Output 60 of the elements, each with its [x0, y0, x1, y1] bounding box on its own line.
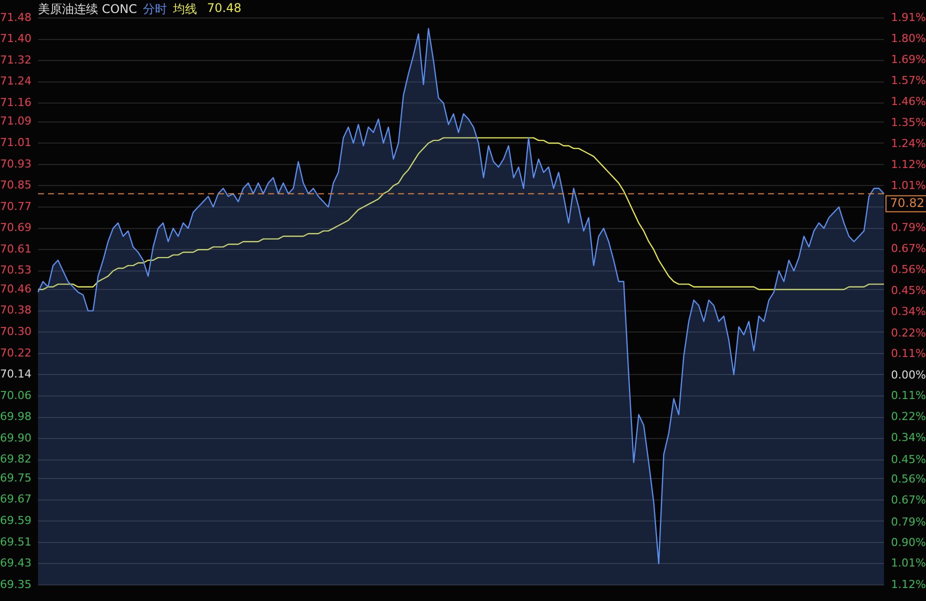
y-tick-label: 70.22 — [0, 346, 32, 360]
y2-tick-label: 1.12% — [891, 158, 926, 171]
y2-tick-label: 0.11% — [891, 388, 926, 402]
y-tick-label: 70.14 — [0, 368, 32, 381]
y-tick-label: 71.24 — [0, 74, 32, 88]
y2-tick-label: 0.67% — [891, 494, 926, 507]
y2-tick-label: 0.45% — [891, 284, 926, 297]
y-tick-label: 69.98 — [0, 410, 32, 424]
y2-tick-label: 1.01% — [891, 556, 926, 570]
y2-tick-label: 1.24% — [891, 136, 926, 150]
y2-tick-label: 0.67% — [891, 242, 926, 255]
y-tick-label: 69.67 — [0, 492, 32, 506]
y-tick-label: 70.53 — [0, 264, 32, 277]
y2-tick-label: 1.91% — [891, 10, 926, 24]
y-tick-label: 70.85 — [0, 178, 32, 192]
y-tick-label: 70.93 — [0, 157, 32, 170]
y2-tick-label: 1.01% — [891, 178, 926, 192]
y-tick-label: 71.09 — [0, 114, 32, 128]
y-tick-label: 70.06 — [0, 388, 32, 402]
y2-tick-label: 0.00% — [891, 368, 926, 382]
y2-tick-label: 0.34% — [891, 304, 926, 318]
y2-tick-label: 1.46% — [891, 94, 926, 108]
y-tick-label: 70.46 — [0, 282, 32, 296]
y-tick-label: 70.69 — [0, 221, 32, 234]
y-tick-label: 71.32 — [0, 53, 32, 66]
y2-tick-label: 0.56% — [891, 262, 926, 276]
y2-tick-label: 1.57% — [891, 74, 926, 87]
y-tick-label: 71.01 — [0, 136, 32, 149]
y2-tick-label: 1.35% — [891, 116, 926, 129]
y2-tick-label: 1.80% — [891, 32, 926, 45]
y2-tick-label: 0.90% — [891, 536, 926, 549]
y2-tick-label: 0.34% — [891, 431, 926, 444]
y2-tick-label: 0.56% — [891, 472, 926, 486]
y-tick-label: 69.75 — [0, 471, 32, 484]
y2-tick-label: 1.69% — [891, 52, 926, 66]
y-tick-label: 69.43 — [0, 556, 32, 570]
y2-tick-label: 0.22% — [891, 326, 926, 340]
ref-line-label: 70.82 — [890, 196, 924, 210]
y-tick-label: 69.59 — [0, 514, 32, 527]
y2-tick-label: 0.22% — [891, 410, 926, 423]
chart-title: 美原油连续 CONC — [38, 1, 137, 18]
y-tick-label: 69.51 — [0, 535, 32, 548]
text: 均线 — [173, 1, 197, 18]
y2-tick-label: 0.79% — [891, 515, 926, 528]
y2-tick-label: 1.12% — [891, 578, 926, 591]
y2-tick-label: 0.79% — [891, 221, 926, 234]
y-tick-label: 69.35 — [0, 578, 32, 591]
y-tick-label: 71.40 — [0, 32, 32, 46]
y-tick-label: 70.30 — [0, 324, 32, 338]
y2-tick-label: 0.45% — [891, 453, 926, 466]
y-tick-label: 70.77 — [0, 200, 32, 213]
y-tick-label: 69.90 — [0, 431, 32, 444]
text: 70.48 — [207, 1, 242, 17]
y-tick-label: 69.82 — [0, 452, 32, 466]
y-tick-label: 71.16 — [0, 96, 32, 110]
text: 分时 — [143, 1, 167, 18]
y2-tick-label: 0.11% — [891, 346, 926, 360]
y-tick-label: 70.38 — [0, 304, 32, 317]
y-tick-label: 71.48 — [0, 10, 32, 24]
y-tick-label: 70.61 — [0, 242, 32, 256]
